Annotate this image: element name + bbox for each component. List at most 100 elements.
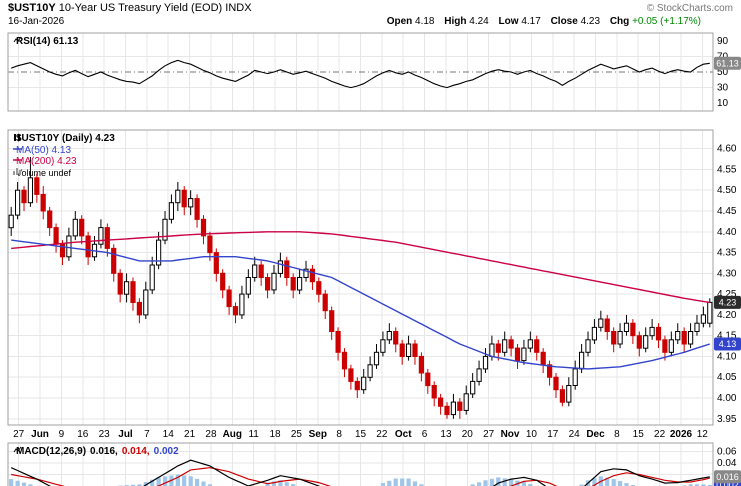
macd-hist-value: 0.002 bbox=[153, 446, 179, 457]
low-value: 4.17 bbox=[521, 16, 541, 27]
svg-text:Jun: Jun bbox=[31, 429, 49, 440]
svg-text:16: 16 bbox=[77, 429, 89, 440]
svg-text:6: 6 bbox=[422, 429, 428, 440]
svg-text:10: 10 bbox=[717, 98, 729, 109]
svg-text:4.13: 4.13 bbox=[719, 339, 737, 349]
svg-text:4.55: 4.55 bbox=[717, 164, 737, 175]
svg-text:25: 25 bbox=[291, 429, 303, 440]
svg-text:4.25: 4.25 bbox=[717, 289, 737, 300]
ma50-legend: MA(50) 4.13 bbox=[13, 145, 71, 157]
svg-text:14: 14 bbox=[163, 429, 175, 440]
rsi-line bbox=[11, 59, 710, 89]
high-value: 4.24 bbox=[469, 16, 489, 27]
svg-text:4.45: 4.45 bbox=[717, 206, 737, 217]
main-legend-symbol-text: $UST10Y (Daily) 4.23 bbox=[16, 133, 115, 144]
panel-borders bbox=[7, 32, 714, 486]
svg-text:13: 13 bbox=[440, 429, 452, 440]
svg-text:12: 12 bbox=[697, 429, 709, 440]
svg-text:0.016: 0.016 bbox=[716, 472, 739, 482]
svg-text:4.60: 4.60 bbox=[717, 144, 737, 155]
svg-text:20: 20 bbox=[462, 429, 474, 440]
svg-text:11: 11 bbox=[248, 429, 259, 440]
svg-text:4.23: 4.23 bbox=[719, 297, 737, 307]
svg-text:28: 28 bbox=[205, 429, 217, 440]
svg-text:90: 90 bbox=[717, 36, 729, 47]
exchange: INDX bbox=[225, 2, 252, 14]
svg-text:27: 27 bbox=[483, 429, 495, 440]
macd-value-box: 0.016 bbox=[714, 470, 741, 484]
svg-text:15: 15 bbox=[633, 429, 645, 440]
ma50-value-box: 4.13 bbox=[714, 337, 741, 351]
svg-text:4.15: 4.15 bbox=[717, 331, 737, 342]
ma50-legend-text: MA(50) 4.13 bbox=[16, 145, 72, 156]
svg-text:8: 8 bbox=[614, 429, 620, 440]
svg-text:4.05: 4.05 bbox=[717, 372, 737, 383]
svg-text:Nov: Nov bbox=[501, 429, 520, 440]
macd-value: 0.016, bbox=[90, 446, 118, 457]
ma200-legend: MA(200) 4.23 bbox=[13, 156, 77, 168]
svg-text:3.95: 3.95 bbox=[717, 414, 737, 425]
svg-text:8: 8 bbox=[336, 429, 342, 440]
macd-label: MACD(12,26,9) bbox=[16, 446, 87, 457]
macd-signal-value: 0.014, bbox=[121, 446, 150, 457]
svg-text:Aug: Aug bbox=[223, 429, 242, 440]
low-label: Low bbox=[498, 16, 519, 27]
svg-text:4.10: 4.10 bbox=[717, 351, 737, 362]
candles-layer bbox=[8, 157, 713, 419]
macd-legend: MACD(12,26,9) 0.016, 0.014, 0.002 bbox=[13, 446, 179, 458]
svg-text:4.30: 4.30 bbox=[717, 268, 737, 279]
svg-text:15: 15 bbox=[355, 429, 367, 440]
svg-text:22: 22 bbox=[376, 429, 388, 440]
quote-line: Open 4.18 High 4.24 Low 4.17 Close 4.23 … bbox=[380, 16, 701, 28]
svg-text:10: 10 bbox=[526, 429, 538, 440]
open-value: 4.18 bbox=[415, 16, 435, 27]
svg-text:0.06: 0.06 bbox=[717, 447, 737, 458]
svg-text:18: 18 bbox=[269, 429, 281, 440]
chg-label: Chg bbox=[609, 16, 630, 27]
axis-labels: 90705030104.604.554.504.454.404.354.304.… bbox=[13, 36, 737, 481]
close-value-box: 4.23 bbox=[714, 295, 741, 309]
svg-text:Jul: Jul bbox=[118, 429, 133, 440]
chart-title: 10-Year US Treasury Yield (EOD) bbox=[55, 2, 226, 14]
rsi-legend: RSI(14) 61.13 bbox=[13, 36, 78, 48]
close-value: 4.23 bbox=[580, 16, 601, 27]
svg-text:4.20: 4.20 bbox=[717, 310, 737, 321]
rsi-value-box: 61.13 bbox=[714, 56, 741, 70]
svg-text:61.13: 61.13 bbox=[716, 58, 739, 68]
rsi-label: RSI(14) 61.13 bbox=[16, 36, 79, 47]
ma200-legend-text: MA(200) 4.23 bbox=[16, 156, 77, 167]
chart-date: 16-Jan-2026 bbox=[8, 16, 65, 27]
svg-text:30: 30 bbox=[717, 83, 729, 94]
close-label: Close bbox=[550, 16, 578, 27]
svg-text:27: 27 bbox=[13, 429, 25, 440]
svg-text:9: 9 bbox=[59, 429, 65, 440]
svg-text:22: 22 bbox=[654, 429, 666, 440]
svg-text:4.50: 4.50 bbox=[717, 185, 737, 196]
symbol: $UST10Y bbox=[8, 2, 56, 14]
svg-text:Dec: Dec bbox=[586, 429, 605, 440]
copyright: © StockCharts.com bbox=[646, 3, 733, 14]
volume-legend: Volume undef bbox=[13, 167, 71, 179]
svg-text:4.35: 4.35 bbox=[717, 248, 737, 259]
svg-text:50: 50 bbox=[717, 67, 729, 78]
svg-text:4.00: 4.00 bbox=[717, 393, 737, 404]
svg-text:23: 23 bbox=[99, 429, 111, 440]
open-label: Open bbox=[386, 16, 413, 27]
svg-text:17: 17 bbox=[547, 429, 559, 440]
svg-text:4.40: 4.40 bbox=[717, 227, 737, 238]
volume-legend-text: Volume undef bbox=[16, 168, 72, 178]
chg-value: +0.05 (+1.17%) bbox=[632, 16, 701, 27]
high-label: High bbox=[444, 16, 467, 27]
main-legend-symbol: $UST10Y (Daily) 4.23 bbox=[13, 133, 115, 145]
svg-text:21: 21 bbox=[184, 429, 196, 440]
svg-text:0.04: 0.04 bbox=[717, 458, 737, 469]
chart-header: $UST10Y 10-Year US Treasury Yield (EOD) … bbox=[8, 2, 252, 14]
ma-lines bbox=[11, 231, 711, 370]
svg-text:2026: 2026 bbox=[670, 429, 693, 440]
svg-text:24: 24 bbox=[569, 429, 581, 440]
svg-text:Oct: Oct bbox=[395, 429, 412, 440]
svg-text:Sep: Sep bbox=[309, 429, 327, 440]
